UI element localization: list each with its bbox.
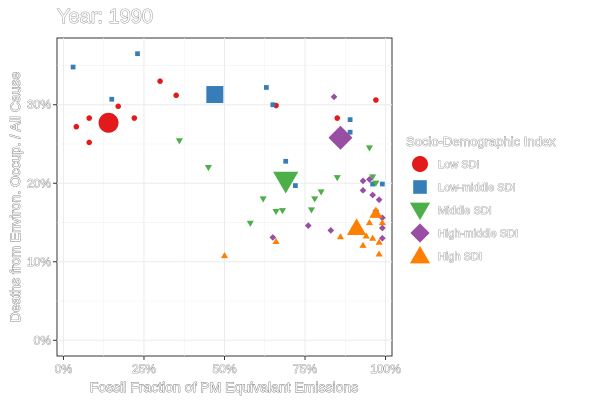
data-point-middle-sdi bbox=[365, 145, 373, 152]
data-point-low-middle-sdi bbox=[109, 96, 115, 102]
data-point-high-sdi bbox=[220, 251, 229, 259]
data-point-high-middle-sdi bbox=[328, 125, 353, 150]
x-tick-label: 25% bbox=[132, 362, 156, 376]
data-point-high-middle-sdi bbox=[366, 175, 373, 183]
data-point-low-sdi bbox=[334, 115, 341, 121]
y-tick-label: 20% bbox=[27, 176, 51, 190]
data-point-high-sdi bbox=[375, 238, 383, 245]
data-point-middle-sdi bbox=[333, 175, 341, 182]
chart-title: Year: 1990 bbox=[57, 6, 153, 28]
data-point-low-middle-sdi bbox=[370, 181, 376, 187]
data-point-high-sdi bbox=[336, 233, 345, 240]
legend-key-high-middle-sdi bbox=[410, 223, 430, 243]
data-point-low-middle-sdi bbox=[263, 85, 269, 90]
data-point-high-sdi bbox=[378, 218, 386, 226]
legend-label-low-middle-sdi: Low-middle SDI bbox=[438, 182, 516, 194]
y-axis-label: Deaths from Environ. Occup. / All Cause bbox=[7, 72, 23, 323]
data-point-high-sdi bbox=[362, 232, 370, 239]
axis-ticks: 0% 25% 50% 75% 100% 0% 10% 20% 30% bbox=[27, 97, 402, 376]
data-point-high-sdi bbox=[369, 234, 377, 241]
data-point-low-sdi bbox=[157, 78, 163, 84]
data-point-low-sdi bbox=[131, 115, 138, 121]
data-point-high-middle-sdi bbox=[359, 186, 367, 194]
data-point-middle-sdi bbox=[175, 138, 183, 145]
legend-title: Socio-Demographic Index bbox=[406, 134, 556, 149]
legend-label-high-middle-sdi: High-middle SDI bbox=[438, 228, 518, 240]
legend-key-middle-sdi bbox=[409, 202, 431, 221]
data-point-high-sdi bbox=[375, 250, 383, 257]
data-point-high-sdi bbox=[346, 218, 367, 236]
data-point-low-middle-sdi bbox=[347, 129, 353, 135]
data-point-low-middle-sdi bbox=[70, 64, 76, 70]
data-point-middle-sdi bbox=[278, 208, 287, 215]
y-tick-label: 30% bbox=[27, 98, 51, 112]
data-point-low-sdi bbox=[86, 115, 93, 121]
data-point-low-middle-sdi bbox=[135, 51, 140, 57]
data-point-high-middle-sdi bbox=[304, 222, 312, 230]
y-tick-label: 0% bbox=[34, 333, 52, 347]
legend-key-high-sdi bbox=[409, 245, 431, 264]
x-axis-label: Fossil Fraction of PM Equivalant Emissio… bbox=[90, 379, 358, 395]
data-point-high-sdi bbox=[272, 237, 280, 244]
data-point-high-middle-sdi bbox=[378, 224, 386, 232]
legend-label-low-sdi: Low SDI bbox=[438, 159, 480, 171]
data-point-middle-sdi bbox=[369, 174, 377, 181]
data-point-middle-sdi bbox=[307, 207, 316, 214]
data-point-middle-sdi bbox=[317, 189, 325, 196]
data-point-low-sdi bbox=[173, 92, 179, 99]
data-point-high-middle-sdi bbox=[359, 177, 367, 185]
data-point-middle-sdi bbox=[273, 171, 299, 194]
data-point-middle-sdi bbox=[372, 180, 380, 187]
data-point-high-middle-sdi bbox=[375, 196, 383, 204]
x-tick-label: 100% bbox=[370, 362, 401, 376]
legend-label-high-sdi: High SDI bbox=[438, 251, 482, 263]
data-point-low-sdi bbox=[373, 97, 379, 103]
x-tick-label: 50% bbox=[212, 362, 236, 376]
data-point-low-middle-sdi bbox=[270, 102, 276, 108]
data-point-high-middle-sdi bbox=[330, 93, 338, 101]
data-point-low-sdi bbox=[73, 123, 80, 130]
data-points bbox=[70, 51, 386, 259]
data-point-middle-sdi bbox=[272, 208, 280, 216]
x-tick-label: 0% bbox=[55, 362, 73, 376]
data-point-high-sdi bbox=[365, 218, 373, 226]
x-tick-label: 75% bbox=[293, 362, 317, 376]
legend-key-low-sdi bbox=[412, 156, 428, 172]
data-point-middle-sdi bbox=[246, 220, 254, 227]
data-point-low-sdi bbox=[86, 139, 93, 146]
data-point-low-sdi bbox=[115, 103, 122, 110]
data-point-high-middle-sdi bbox=[327, 227, 335, 234]
legend-key-low-middle-sdi bbox=[413, 180, 427, 194]
data-point-low-middle-sdi bbox=[283, 158, 289, 164]
y-tick-label: 10% bbox=[27, 255, 51, 269]
data-point-middle-sdi bbox=[204, 164, 212, 172]
data-point-low-sdi bbox=[98, 112, 119, 133]
data-point-middle-sdi bbox=[311, 196, 319, 203]
data-point-low-middle-sdi bbox=[379, 181, 385, 187]
data-point-low-middle-sdi bbox=[292, 183, 298, 188]
data-point-middle-sdi bbox=[259, 196, 267, 203]
data-point-high-sdi bbox=[369, 206, 383, 218]
data-point-low-middle-sdi bbox=[206, 86, 224, 104]
legend: Socio-Demographic Index Low SDI Low-middl… bbox=[406, 134, 556, 264]
data-point-high-middle-sdi bbox=[378, 234, 386, 242]
data-point-low-middle-sdi bbox=[347, 117, 353, 123]
data-point-high-sdi bbox=[359, 241, 367, 248]
data-point-high-middle-sdi bbox=[369, 191, 377, 199]
legend-label-middle-sdi: Middle SDI bbox=[438, 205, 492, 217]
data-point-high-middle-sdi bbox=[269, 234, 277, 241]
